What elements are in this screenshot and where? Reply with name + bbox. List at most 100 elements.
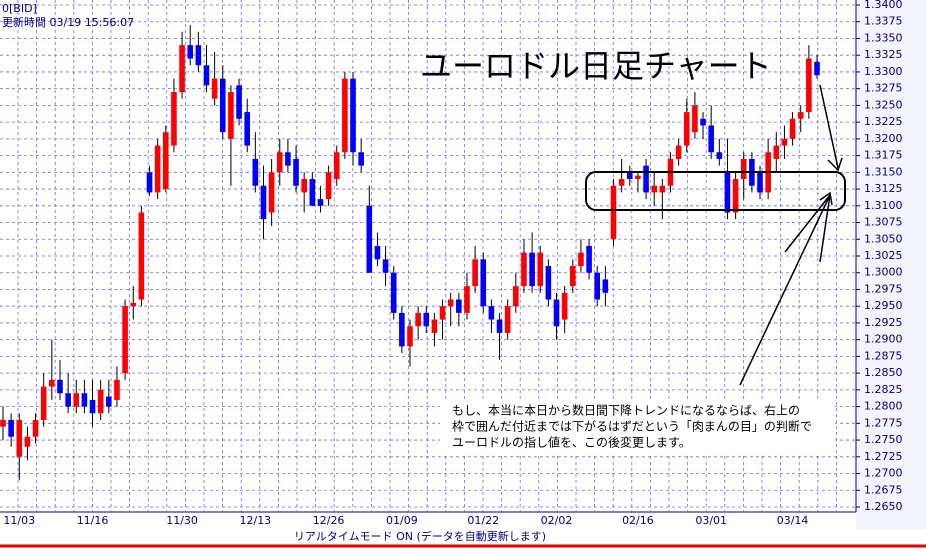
y-tick-label: 1.3325 (864, 48, 903, 61)
candle-body (130, 302, 137, 307)
candle-body (293, 158, 299, 186)
x-tick-label: 12/13 (239, 514, 271, 527)
candle-body (757, 172, 763, 193)
candle-body (114, 379, 120, 400)
candle-body (570, 266, 576, 287)
candle-body (814, 61, 820, 76)
candle-body (602, 279, 609, 293)
candle-body (561, 292, 568, 320)
y-tick-label: 1.3125 (864, 182, 903, 195)
annotation-box (440, 400, 835, 456)
candle-body (57, 379, 63, 394)
x-tick-label: 03/01 (695, 514, 727, 527)
candle-body (390, 272, 397, 313)
candle-body (415, 312, 421, 327)
y-tick-label: 1.2975 (864, 282, 903, 295)
candle-body (244, 112, 250, 146)
candle-body (439, 306, 446, 320)
arrows (739, 84, 843, 386)
x-tick-label: 02/16 (622, 514, 654, 527)
candle-body (618, 179, 625, 186)
candle-body (333, 152, 340, 180)
candle-body (97, 389, 104, 414)
y-tick-label: 1.2775 (864, 416, 903, 429)
candle-body (626, 172, 633, 180)
candle-body (301, 179, 307, 193)
candle-body (32, 419, 39, 437)
x-tick-label: 11/16 (77, 514, 109, 527)
candle-body (89, 399, 96, 414)
candle-body (260, 185, 267, 220)
axis-area (856, 0, 926, 530)
y-tick-label: 1.2950 (864, 299, 903, 312)
candle-body (195, 45, 202, 66)
y-tick-label: 1.3275 (864, 82, 903, 95)
candle-body (683, 112, 690, 146)
y-tick-label: 1.3250 (864, 98, 903, 111)
updated: 更新時間 03/19 15:56:07 (2, 15, 134, 29)
x-tick-label: 01/09 (386, 514, 418, 527)
candle-body (179, 45, 185, 93)
y-tick-label: 1.3200 (864, 132, 903, 145)
y-tick-label: 1.2925 (864, 316, 903, 329)
y-tick-label: 1.3000 (864, 266, 903, 279)
candle-body (40, 386, 47, 420)
candle-body (480, 259, 487, 307)
x-tick-label: 03/14 (777, 514, 809, 527)
candle-body (553, 299, 560, 327)
candle-body (521, 252, 527, 287)
candle-body (732, 179, 739, 213)
candle-body (716, 152, 723, 159)
candle-body (529, 252, 535, 287)
y-tick-label: 1.3150 (864, 165, 903, 178)
y-tick-label: 1.3100 (864, 199, 903, 212)
source: 0[BID] (2, 2, 37, 15)
candle-body (545, 266, 552, 300)
candle-body (423, 312, 430, 327)
x-tick-label: 11/30 (166, 514, 198, 527)
candle-body (366, 205, 373, 273)
candle-body (773, 145, 780, 159)
candle-body (219, 78, 226, 133)
y-tick-label: 1.2750 (864, 433, 903, 446)
candle-body (163, 132, 169, 190)
candle-body (154, 145, 161, 193)
candle-body (594, 272, 601, 300)
candle-body (24, 436, 31, 447)
y-tick-label: 1.3075 (864, 216, 903, 229)
candle-body (228, 92, 234, 139)
candle-body (317, 199, 324, 206)
candle-body (285, 152, 291, 166)
candle-body (0, 419, 6, 427)
y-tick-label: 1.2825 (864, 383, 903, 396)
candle-body (374, 245, 381, 260)
x-tick-label: 02/02 (541, 514, 573, 527)
x-tick-label: 11/03 (3, 514, 35, 527)
candle-body (651, 185, 657, 193)
candle-body (781, 138, 788, 146)
candle-body (16, 419, 23, 457)
candle-body (700, 118, 706, 126)
candle-body (513, 286, 519, 307)
candle-body (537, 252, 544, 287)
candle-body (276, 152, 283, 173)
candle-body (187, 45, 194, 59)
candle-body (472, 259, 478, 287)
annotation: 枠で囲んだ付近までは下がるはずだという「肉まんの目」の判断で (452, 419, 812, 434)
candle-body (106, 396, 112, 407)
candle-body (358, 152, 364, 166)
candle-body (692, 105, 698, 133)
candle-body (431, 319, 438, 333)
y-tick-label: 1.3375 (864, 15, 903, 28)
x-tick-label: 12/26 (313, 514, 345, 527)
candle-body (447, 299, 454, 307)
annotation: ユーロドルの指し値を、この後変更します。 (452, 435, 691, 450)
candle-body (342, 78, 348, 153)
candle-body (309, 179, 316, 206)
y-tick-label: 1.3050 (864, 232, 903, 245)
candle-body (350, 78, 356, 153)
candle-body (73, 393, 80, 407)
candle-body (740, 158, 747, 180)
candle-body (325, 172, 332, 200)
